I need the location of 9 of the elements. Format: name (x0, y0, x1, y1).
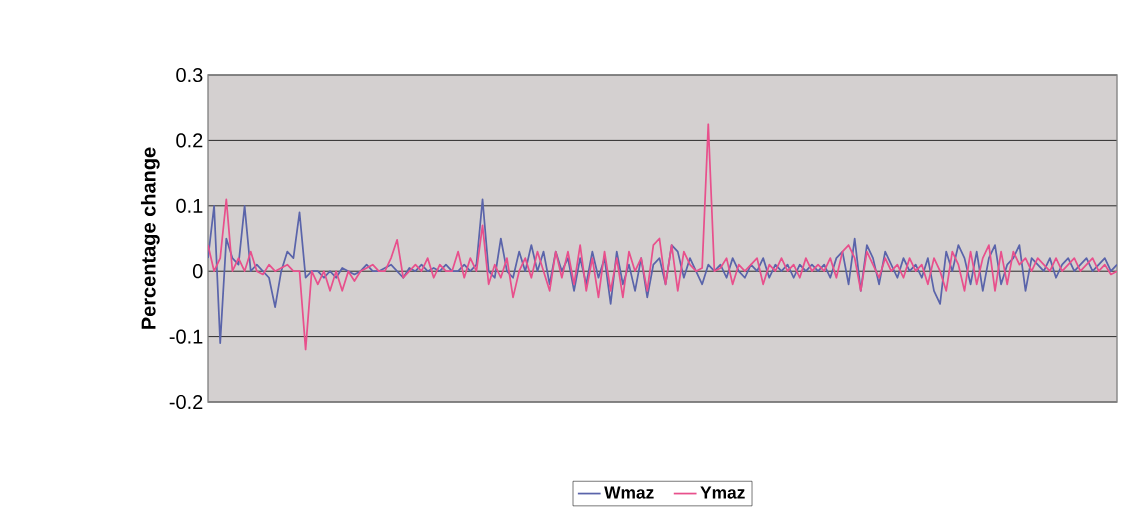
y-tick-label: 0.3 (176, 67, 203, 83)
legend-label: Ymaz (700, 486, 745, 499)
y-tick-label: 0.2 (176, 133, 203, 148)
legend-label: Wmaz (604, 486, 654, 499)
y-tick-label: 0 (192, 264, 203, 279)
y-tick-label: -0.2 (169, 394, 203, 410)
y-axis-title: Percentage change (140, 147, 160, 329)
y-tick-label: -0.1 (169, 329, 203, 344)
y-tick-label: 0.1 (176, 198, 203, 213)
